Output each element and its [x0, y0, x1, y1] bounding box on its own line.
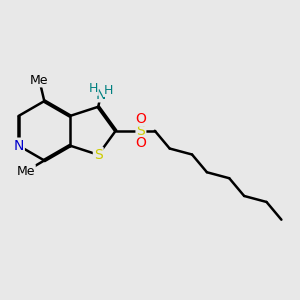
Text: N: N — [96, 88, 106, 102]
Text: Me: Me — [30, 74, 49, 87]
Text: Me: Me — [16, 165, 35, 178]
Text: N: N — [14, 139, 24, 153]
Text: O: O — [136, 112, 146, 125]
Text: H: H — [103, 84, 113, 97]
Text: S: S — [136, 124, 145, 138]
Text: O: O — [136, 136, 146, 150]
Text: S: S — [94, 148, 103, 162]
Text: H: H — [89, 82, 98, 95]
